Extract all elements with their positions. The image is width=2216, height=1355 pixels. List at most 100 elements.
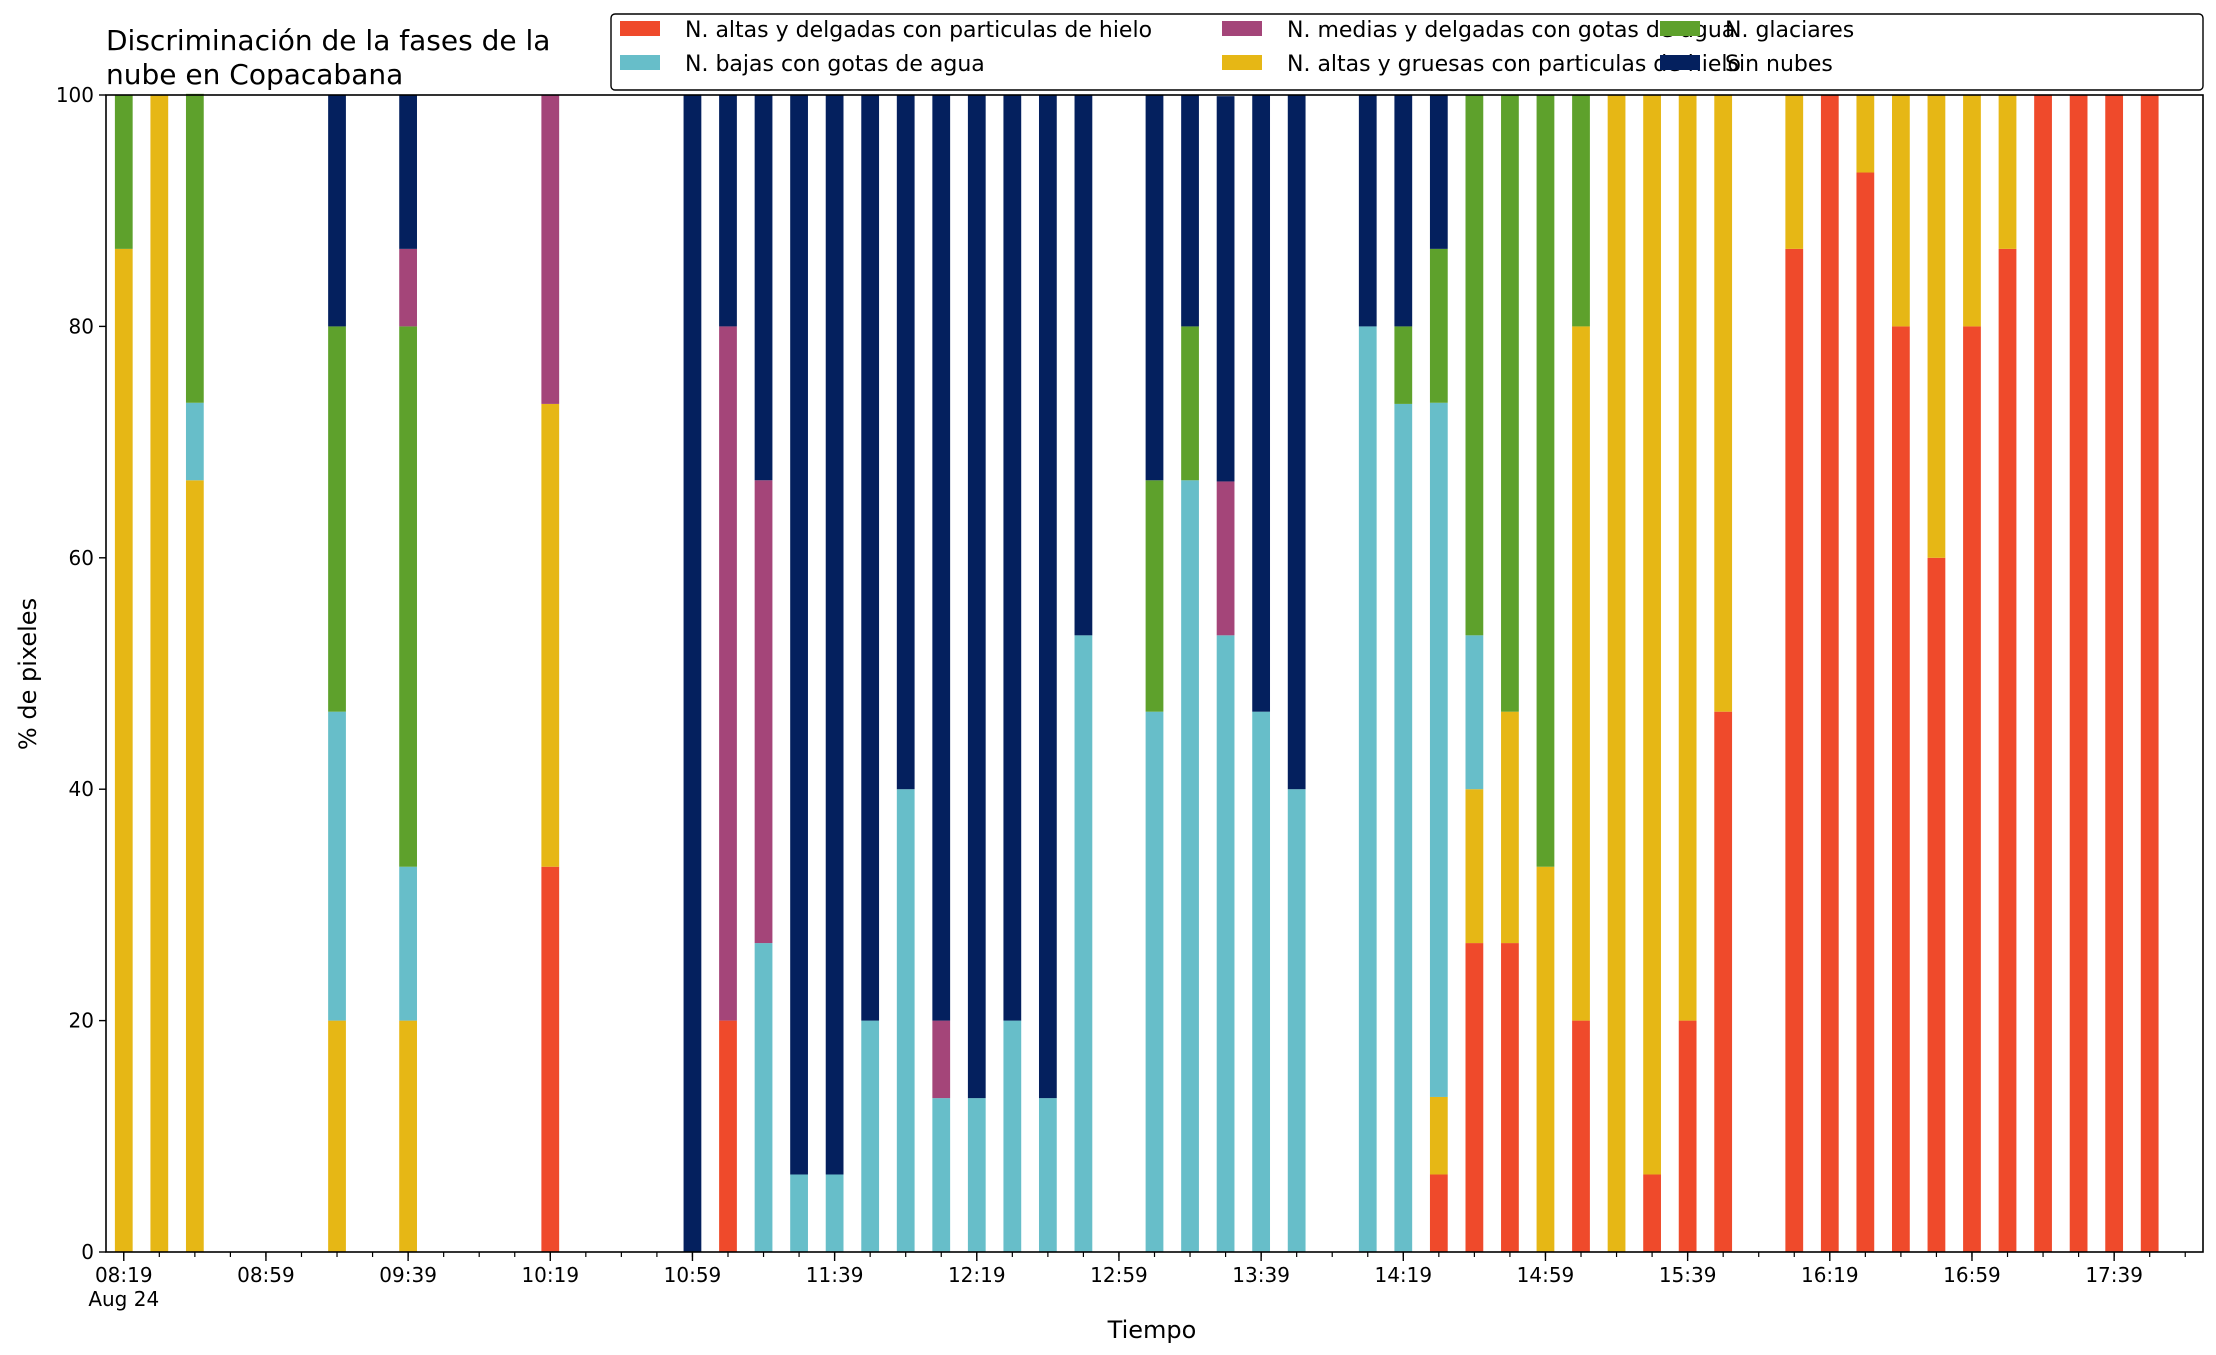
bar-segment-bajas_agua	[790, 1174, 808, 1252]
x-tick-label: 12:19	[948, 1263, 1006, 1287]
bar-segment-bajas_agua	[1358, 326, 1377, 1252]
chart-legend: N. altas y delgadas con particulas de hi…	[610, 13, 2204, 91]
bar-segment-bajas_agua	[1003, 1020, 1022, 1252]
bar-segment-altas_gruesas	[1714, 95, 1733, 712]
bar-segment-bajas_agua	[1429, 402, 1448, 1097]
bar-segment-glaciares	[1465, 95, 1484, 636]
bar-segment-altas_gruesas	[1963, 95, 1981, 327]
bar-segment-sin_nubes	[825, 95, 844, 1175]
bar-segment-sin_nubes	[1394, 95, 1413, 327]
bar-segment-sin_nubes	[719, 95, 737, 327]
bar-segment-altas_gruesas	[1678, 95, 1697, 1021]
bar-segment-altas_delgadas	[1465, 943, 1484, 1252]
bar-segment-glaciares	[399, 326, 417, 867]
bar-segment-altas_delgadas	[541, 866, 560, 1252]
legend-swatch-altas_delgadas	[620, 21, 660, 36]
bar-segment-altas_gruesas	[114, 248, 133, 1252]
y-tick-label: 100	[56, 83, 94, 107]
bar-segment-sin_nubes	[790, 95, 808, 1175]
bar-segment-bajas_agua	[1145, 711, 1164, 1252]
bar-segment-glaciares	[1572, 95, 1590, 327]
bar-segment-altas_gruesas	[541, 403, 560, 867]
y-tick-label: 60	[69, 546, 94, 570]
x-tick-label: 13:39	[1232, 1263, 1290, 1287]
bar-segment-sin_nubes	[1429, 95, 1448, 249]
bar-segment-bajas_agua	[754, 943, 773, 1252]
bar-segment-medias_agua	[399, 248, 417, 327]
bar-segment-medias_agua	[754, 480, 773, 944]
bar-segment-altas_gruesas	[1927, 95, 1946, 558]
bar-segment-sin_nubes	[1181, 95, 1199, 327]
bar-segment-glaciares	[185, 93, 204, 403]
bar-segment-altas_delgadas	[1820, 95, 1839, 1252]
bar-segment-sin_nubes	[1287, 95, 1306, 790]
bar-segment-altas_delgadas	[1927, 557, 1946, 1252]
bar-segment-glaciares	[1536, 95, 1555, 867]
x-tick-label: 09:39	[379, 1263, 437, 1287]
x-axis-label: Tiempo	[1107, 1316, 1197, 1344]
bar-segment-altas_delgadas	[1714, 711, 1733, 1252]
legend-box	[610, 13, 2204, 91]
y-tick-label: 40	[69, 777, 94, 801]
bar-segment-altas_delgadas	[1429, 1174, 1448, 1252]
bar-segment-altas_delgadas	[2105, 95, 2124, 1252]
bar-segment-altas_delgadas	[2034, 95, 2052, 1252]
x-tick-label: 12:59	[1090, 1263, 1148, 1287]
y-tick-label: 20	[69, 1009, 94, 1033]
bar-segment-sin_nubes	[1074, 95, 1093, 636]
bar-segment-altas_delgadas	[1501, 943, 1519, 1252]
bar-segment-altas_gruesas	[1465, 789, 1484, 944]
bar-segment-sin_nubes	[861, 95, 880, 1021]
bar-segment-sin_nubes	[967, 95, 986, 1099]
bar-segment-altas_gruesas	[150, 95, 169, 1252]
bar-segment-altas_gruesas	[1785, 95, 1804, 249]
bar-segment-sin_nubes	[932, 95, 951, 1021]
bar-segment-altas_gruesas	[1643, 95, 1661, 1175]
bar-segment-sin_nubes	[896, 95, 915, 790]
x-tick-label: 08:59	[237, 1263, 295, 1287]
bar-segment-bajas_agua	[1394, 403, 1413, 1252]
bar-segment-sin_nubes	[1216, 96, 1235, 482]
x-tick-label: 10:59	[664, 1263, 722, 1287]
bar-segment-bajas_agua	[1465, 635, 1484, 790]
x-tick-date-label: Aug 24	[88, 1287, 159, 1311]
bar-segment-glaciares	[114, 95, 133, 249]
bar-segment-bajas_agua	[1287, 789, 1306, 1252]
bar-segment-altas_delgadas	[1963, 326, 1981, 1252]
bar-segment-altas_gruesas	[1501, 711, 1519, 944]
bar-segment-bajas_agua	[328, 711, 346, 1021]
bar-segment-glaciares	[1501, 95, 1519, 712]
bar-segment-bajas_agua	[967, 1098, 986, 1252]
x-tick-label: 14:19	[1374, 1263, 1432, 1287]
bar-segment-altas_delgadas	[1856, 172, 1875, 1252]
bar-segment-bajas_agua	[1074, 635, 1093, 1252]
bar-segment-bajas_agua	[825, 1174, 844, 1252]
bar-segment-medias_agua	[541, 95, 560, 404]
bar-segment-altas_delgadas	[1572, 1020, 1590, 1252]
bar-segment-sin_nubes	[1358, 95, 1377, 327]
bar-segment-altas_gruesas	[1572, 326, 1590, 1021]
bar-segment-bajas_agua	[896, 789, 915, 1252]
bar-segment-altas_gruesas	[1429, 1096, 1448, 1175]
bar-segment-sin_nubes	[754, 95, 773, 481]
bar-segment-altas_gruesas	[185, 480, 204, 1252]
bar-segment-bajas_agua	[1216, 635, 1235, 1252]
bar-segment-sin_nubes	[328, 95, 346, 327]
bar-segment-altas_gruesas	[1998, 95, 2017, 249]
legend-label-altas_delgadas: N. altas y delgadas con particulas de hi…	[685, 18, 1152, 43]
x-tick-label: 15:39	[1659, 1263, 1717, 1287]
bar-segment-bajas_agua	[399, 866, 417, 1021]
chart-title-line-2: nube en Copacabana	[106, 58, 403, 91]
x-tick-label: 11:39	[806, 1263, 864, 1287]
y-tick-label: 0	[81, 1240, 94, 1264]
legend-swatch-medias_agua	[1222, 21, 1262, 36]
bar-segment-sin_nubes	[1145, 95, 1164, 481]
bar-segment-altas_delgadas	[2140, 95, 2159, 1252]
bar-segment-altas_delgadas	[2069, 95, 2088, 1252]
bar-segment-glaciares	[1429, 248, 1448, 403]
bar-segment-altas_delgadas	[1785, 248, 1804, 1252]
bar-segment-altas_gruesas	[1856, 95, 1875, 173]
bar-segment-bajas_agua	[1181, 480, 1199, 1252]
